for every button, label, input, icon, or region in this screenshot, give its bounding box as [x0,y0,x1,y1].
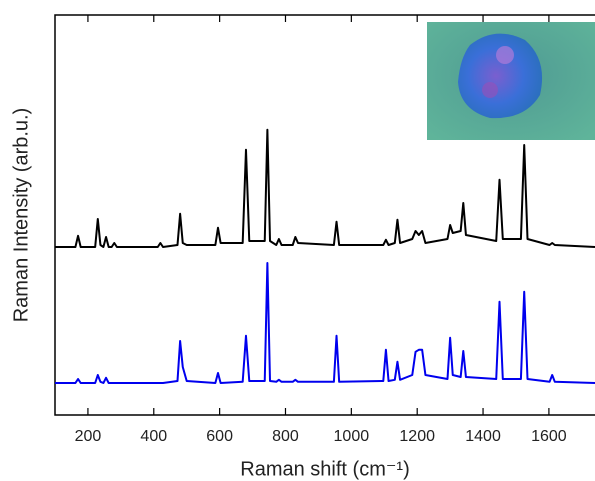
inset-photo [427,22,595,140]
x-axis-label: Raman shift (cm⁻¹) [240,458,409,480]
x-tick-label: 1600 [531,428,567,445]
x-tick-label: 1400 [465,428,501,445]
y-axis-label: Raman Intensity (arb.u.) [10,108,32,323]
x-tick-label: 1200 [399,428,435,445]
x-tick-label: 1000 [334,428,370,445]
spectrum-line [55,128,595,248]
axis-frame [54,14,595,416]
x-tick-label: 800 [272,428,299,445]
x-tick-label: 600 [206,428,233,445]
spectrum-line [55,262,595,384]
x-tick-label: 400 [140,428,167,445]
x-tick-label: 200 [75,428,102,445]
